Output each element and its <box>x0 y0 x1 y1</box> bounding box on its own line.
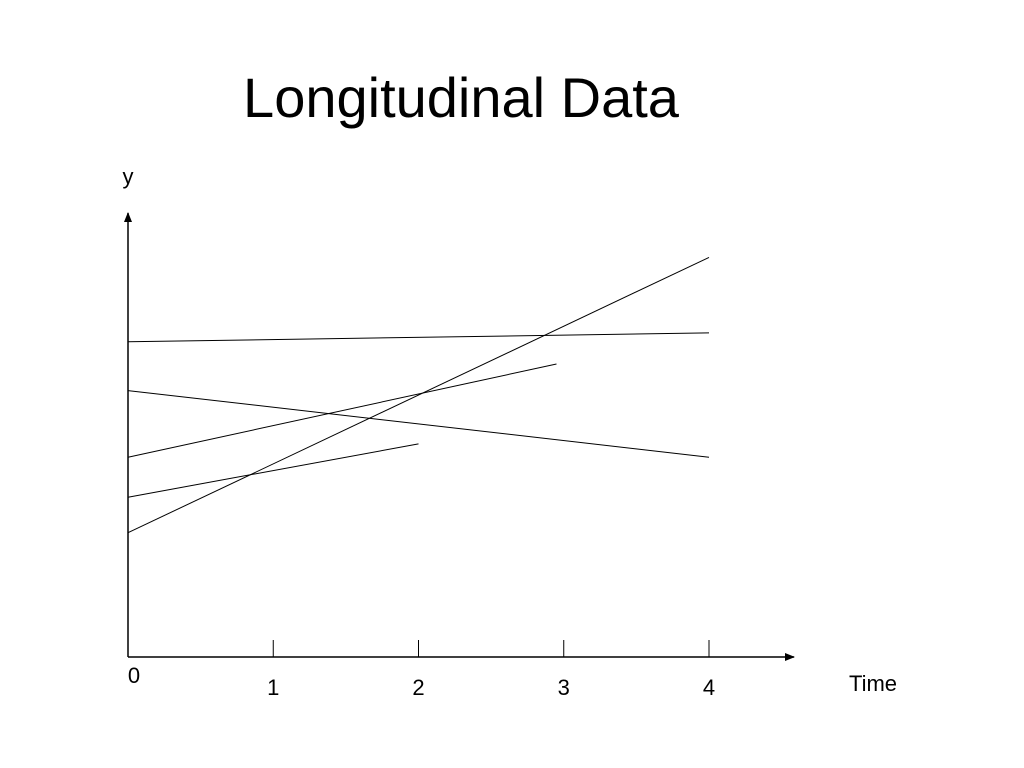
series-line-1 <box>127 256 710 534</box>
x-ticks: 1 2 3 4 <box>267 640 715 700</box>
slide-title: Longitudinal Data <box>243 66 679 129</box>
series-line-5 <box>127 443 419 498</box>
x-tick-label: 3 <box>558 675 570 700</box>
series-line-4 <box>127 390 710 458</box>
x-tick-label: 4 <box>703 675 715 700</box>
origin-label: 0 <box>128 663 140 688</box>
series-line-3 <box>127 363 557 458</box>
series-lines <box>127 256 710 534</box>
x-tick-label: 2 <box>412 675 424 700</box>
series-line-2 <box>127 332 710 343</box>
y-axis-label: y <box>123 164 134 189</box>
x-tick-label: 1 <box>267 675 279 700</box>
x-axis-label: Time <box>849 671 897 696</box>
